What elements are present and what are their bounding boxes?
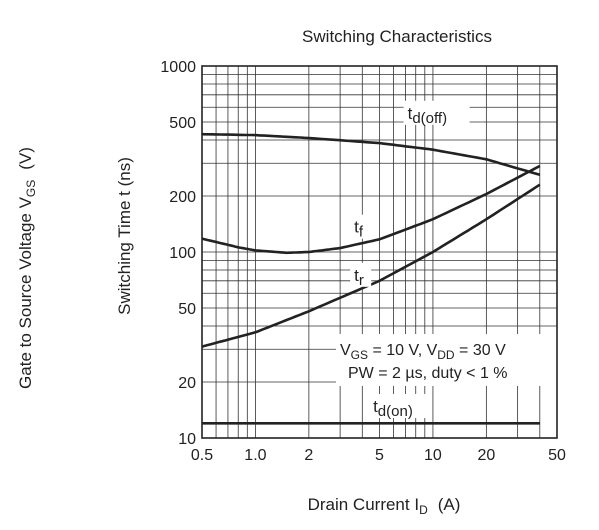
x-tick-label-0: 0.5 <box>191 447 213 464</box>
test-conditions-annotation: VGS = 10 V, VDD = 30 V PW = 2 µs, duty < … <box>336 334 568 386</box>
x-tick-label-6: 50 <box>548 447 566 464</box>
y-tick-label-2: 50 <box>178 301 196 318</box>
y-tick-label-5: 500 <box>169 115 196 132</box>
series-label-0: td(off) <box>408 104 447 127</box>
series-label-bg-3 <box>369 393 427 418</box>
x-tick-label-5: 20 <box>477 447 495 464</box>
chart-title: Switching Characteristics <box>302 27 492 46</box>
x-tick-label-4: 10 <box>424 447 442 464</box>
y-tick-label-0: 10 <box>178 431 196 448</box>
series-line-t-d-off- <box>201 132 541 177</box>
annotation-line-1: VGS = 10 V, VDD = 30 V <box>340 342 506 362</box>
series-line-t-r <box>201 183 541 348</box>
series-label-1: tf <box>354 218 364 241</box>
series-label-2: tr <box>354 266 364 289</box>
x-tick-label-1: 1.0 <box>244 447 266 464</box>
y-tick-label-6: 1000 <box>160 59 196 76</box>
x-tick-label-3: 5 <box>375 447 384 464</box>
series-label-3: td(on) <box>373 397 413 420</box>
y-tick-label-3: 100 <box>169 245 196 262</box>
annotation-line-2: PW = 2 µs, duty < 1 % <box>348 365 508 382</box>
series-labels: td(off) tf tr td(on) <box>350 100 470 420</box>
x-axis-label: Drain Current ID (A) <box>308 495 461 517</box>
series-line-t-f <box>201 164 541 255</box>
y-tick-label-1: 20 <box>178 375 196 392</box>
series-lines <box>201 132 541 425</box>
plot-frame <box>201 65 558 439</box>
x-tick-label-2: 2 <box>304 447 313 464</box>
y-tick-label-4: 200 <box>169 189 196 206</box>
x-axis-label-subscript: D <box>419 503 428 517</box>
y-tick-labels: 10 20 50 100 200 500 1000 <box>160 59 196 448</box>
side-axis-label: Gate to Source Voltage VGS(V) <box>16 147 38 389</box>
series-label-bg-0 <box>403 100 470 125</box>
y-axis-label: Switching Time t (ns) <box>115 157 134 315</box>
side-axis-label-subscript: GS <box>24 180 38 197</box>
annotation-bg <box>336 334 568 386</box>
x-tick-labels: 0.5 1.0 2 5 10 20 50 <box>191 447 566 464</box>
series-label-bg-1 <box>350 214 372 239</box>
series-label-bg-2 <box>350 262 372 287</box>
